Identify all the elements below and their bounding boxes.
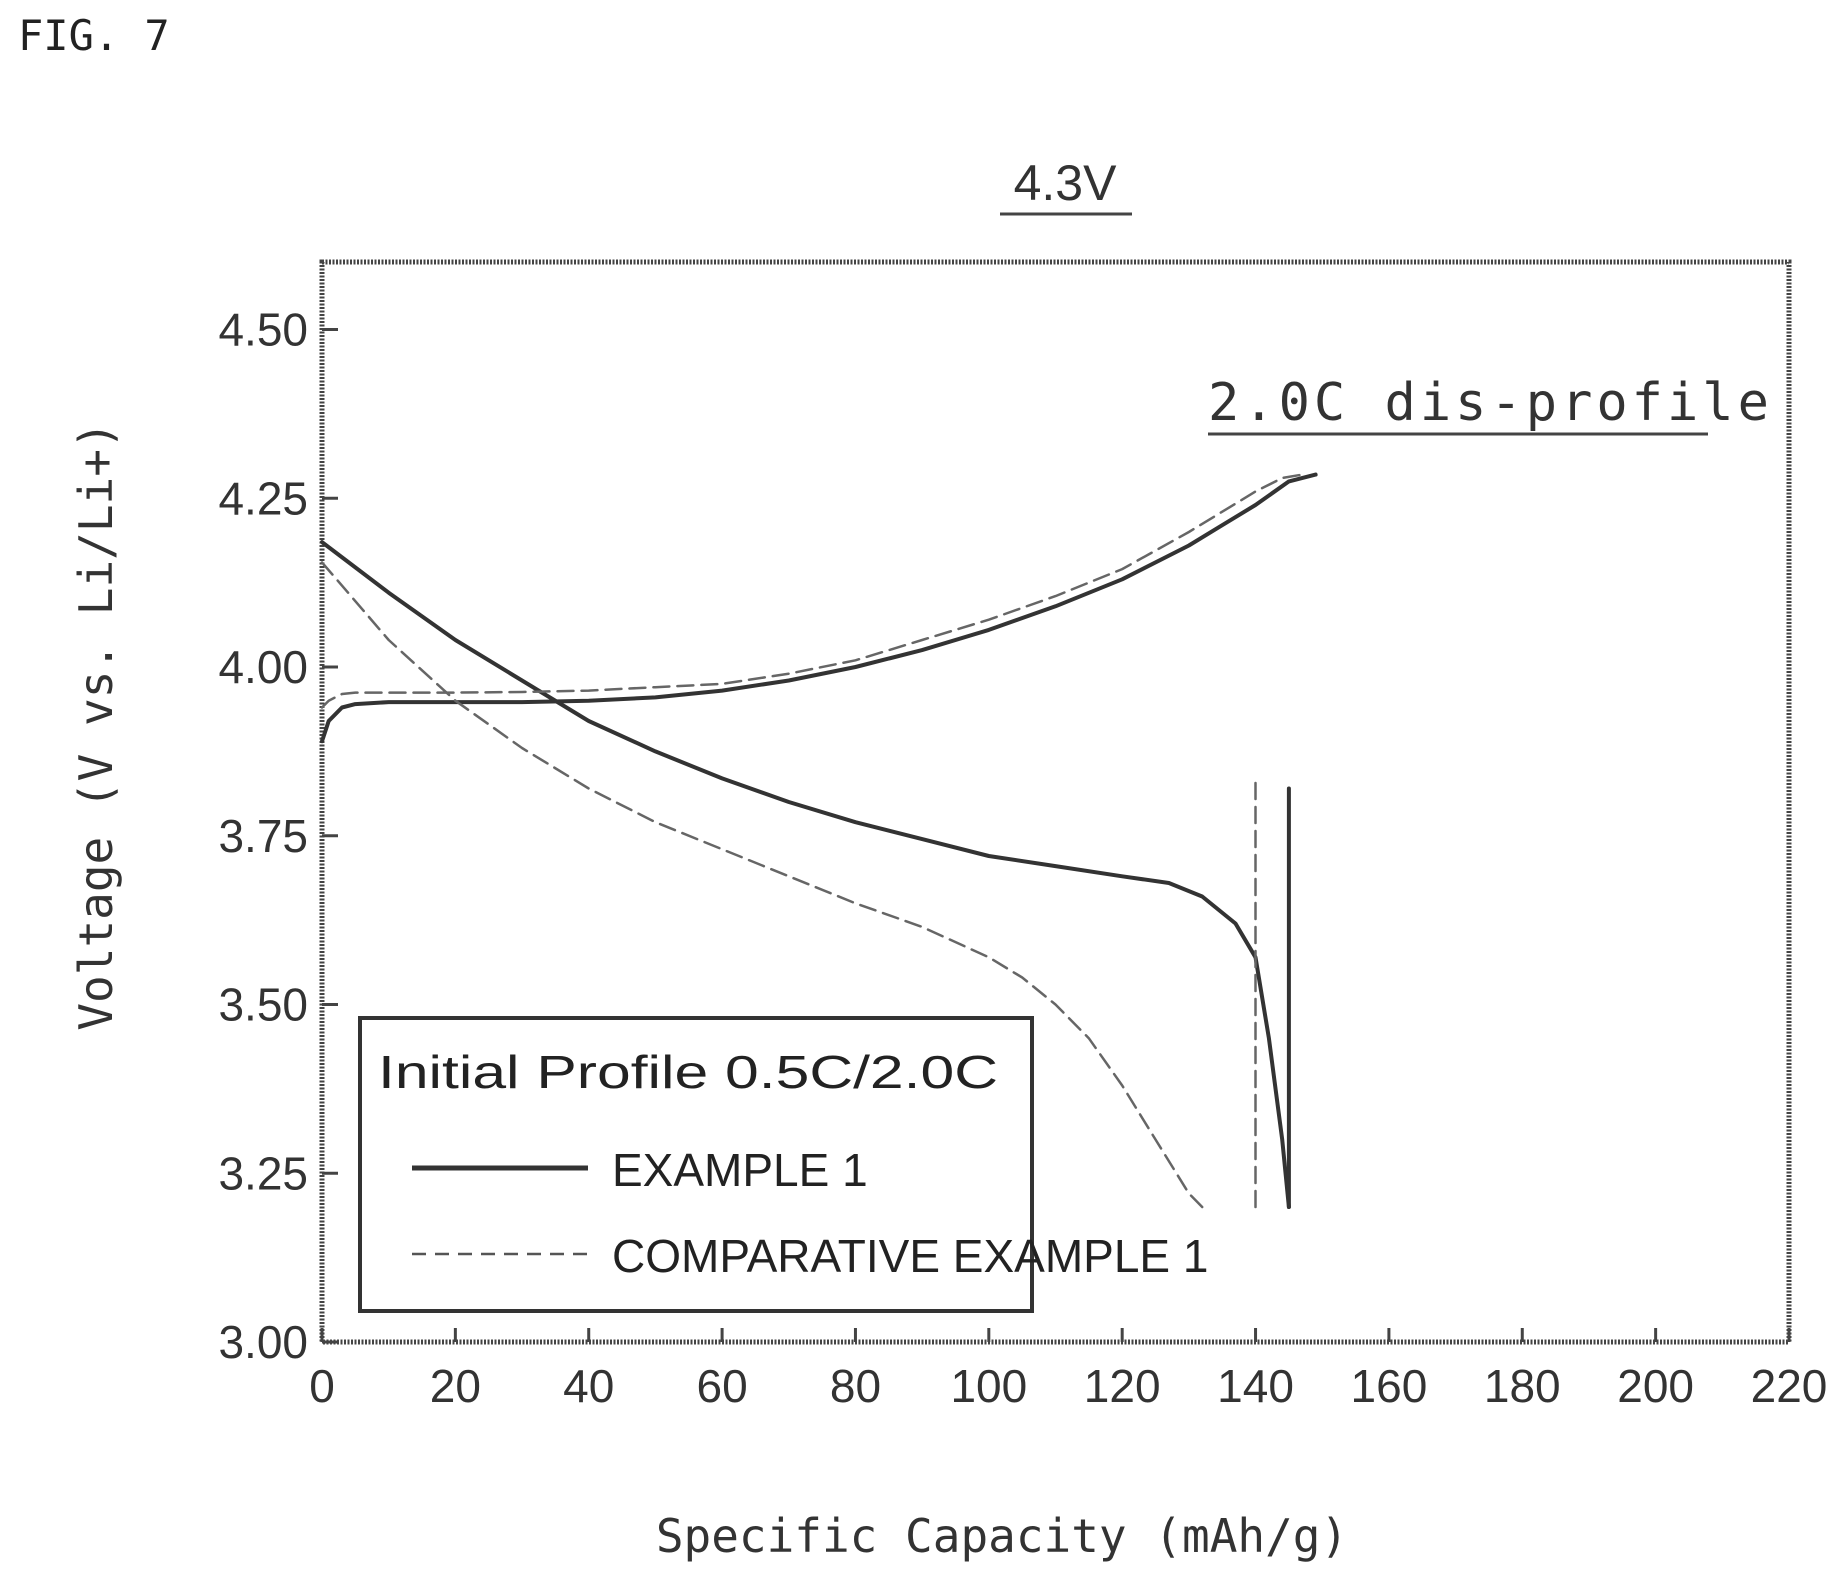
y-tick-label: 4.00 xyxy=(218,641,308,693)
x-axis-ticks: 0 20 40 60 80 100 120 140 160 180 200 220 xyxy=(309,1328,1827,1412)
legend-title: Initial Profile 0.5C/2.0C xyxy=(378,1046,998,1098)
y-tick-label: 3.50 xyxy=(218,979,308,1031)
x-tick-label: 40 xyxy=(563,1360,614,1412)
x-tick-label: 0 xyxy=(309,1360,335,1412)
x-tick-label: 100 xyxy=(950,1360,1027,1412)
x-tick-label: 20 xyxy=(430,1360,481,1412)
y-tick-label: 4.25 xyxy=(218,472,308,524)
series-line-comparative-example-1-charge xyxy=(320,473,1304,709)
y-tick-label: 4.50 xyxy=(218,304,308,356)
y-tick-label: 3.75 xyxy=(218,810,308,862)
series-line-comparative-example-1-discharge xyxy=(320,561,1204,1209)
x-tick-label: 60 xyxy=(697,1360,748,1412)
x-tick-label: 200 xyxy=(1617,1360,1694,1412)
y-tick-label: 3.00 xyxy=(218,1316,308,1368)
chart-title: 4.3V xyxy=(1014,155,1118,211)
x-tick-label: 80 xyxy=(830,1360,881,1412)
plot-area-frame xyxy=(319,259,1792,1345)
series-line-example-1-charge xyxy=(320,472,1318,744)
x-tick-label: 160 xyxy=(1351,1360,1428,1412)
y-axis-ticks: 3.00 3.25 3.50 3.75 4.00 4.25 4.50 xyxy=(218,304,338,1368)
y-tick-label: 3.25 xyxy=(218,1147,308,1199)
legend-label-comparative-example-1: COMPARATIVE EXAMPLE 1 xyxy=(612,1230,1208,1282)
series-line-example-1-discharge xyxy=(320,540,1291,1209)
x-tick-label: 120 xyxy=(1084,1360,1161,1412)
legend-box xyxy=(358,1016,1034,1313)
legend: Initial Profile 0.5C/2.0C EXAMPLE 1 COMP… xyxy=(358,1016,1208,1313)
figure-label: FIG. 7 xyxy=(18,11,170,60)
x-axis-title: Specific Capacity (mAh/g) xyxy=(656,1509,1348,1563)
x-tick-label: 220 xyxy=(1751,1360,1828,1412)
y-axis-title: Voltage (V vs. Li/Li+) xyxy=(69,421,123,1030)
series-layer xyxy=(320,472,1318,1209)
annotation-dis-profile: 2.0C dis-profile xyxy=(1208,373,1773,433)
x-tick-label: 140 xyxy=(1217,1360,1294,1412)
legend-label-example-1: EXAMPLE 1 xyxy=(612,1144,868,1196)
x-tick-label: 180 xyxy=(1484,1360,1561,1412)
